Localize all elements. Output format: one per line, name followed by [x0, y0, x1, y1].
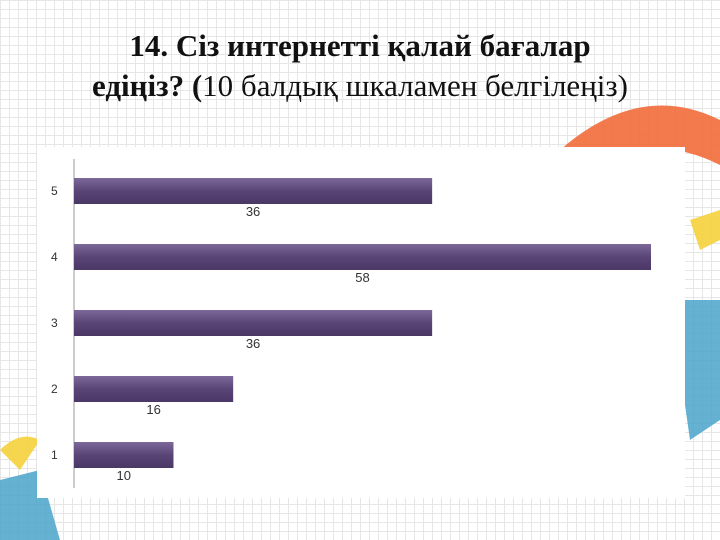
category-label-4: 4 [51, 250, 58, 264]
title-line-1: 14. Сіз интернетті қалай бағалар [0, 26, 720, 66]
title-line-2-rest: 10 балдық шкаламен белгілеңіз) [202, 68, 628, 103]
title-line-2: едіңіз? (10 балдық шкаламен белгілеңіз) [0, 66, 720, 106]
title-line-2-bold: едіңіз? ( [92, 68, 203, 103]
bar-1 [74, 442, 174, 468]
yellow-ribbon-shape [0, 436, 40, 470]
yellow-right-shape [690, 210, 720, 250]
value-label-5: 36 [246, 204, 260, 219]
category-label-5: 5 [51, 184, 58, 198]
slide-title: 14. Сіз интернетті қалай бағалар едіңіз?… [0, 26, 720, 106]
chart-panel: 5 36 4 58 3 36 2 16 1 10 [37, 147, 685, 498]
category-label-3: 3 [51, 316, 58, 330]
value-label-2: 16 [146, 402, 160, 417]
category-label-2: 2 [51, 382, 58, 396]
value-label-1: 10 [117, 468, 131, 483]
category-label-1: 1 [51, 448, 58, 462]
bar-chart: 5 36 4 58 3 36 2 16 1 10 [51, 159, 651, 488]
value-label-4: 58 [355, 270, 369, 285]
title-line-1-text: 14. Сіз интернетті қалай бағалар [129, 28, 591, 63]
bar-3 [74, 310, 433, 336]
bar-4 [74, 244, 651, 270]
value-label-3: 36 [246, 336, 260, 351]
bar-2 [74, 376, 234, 402]
bar-5 [74, 178, 433, 204]
